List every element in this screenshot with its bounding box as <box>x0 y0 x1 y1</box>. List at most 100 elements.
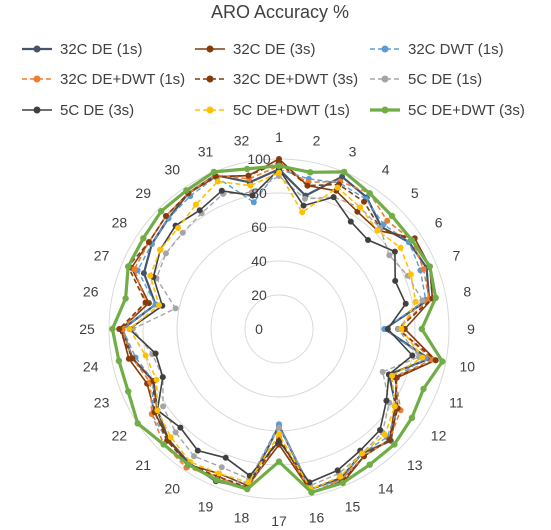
data-point <box>339 173 346 180</box>
data-point <box>419 354 426 361</box>
data-point <box>129 355 136 362</box>
category-label: 3 <box>349 144 357 160</box>
data-point <box>374 227 381 234</box>
legend-marker <box>381 75 389 83</box>
data-point <box>439 358 446 365</box>
data-point <box>196 207 203 214</box>
data-point <box>381 431 388 438</box>
data-point <box>156 302 162 309</box>
data-point <box>158 208 165 215</box>
legend-item: 32C DE+DWT (1s) <box>22 71 185 88</box>
data-point <box>361 198 367 205</box>
data-point <box>218 464 225 471</box>
data-point <box>275 162 283 169</box>
category-label: 22 <box>112 428 128 444</box>
data-point <box>307 169 314 176</box>
data-point <box>194 447 201 454</box>
grid-circle <box>244 294 314 364</box>
grid-circle <box>210 260 348 398</box>
legend-label: 32C DE (3s) <box>233 41 316 58</box>
data-point <box>420 266 427 273</box>
category-label: 14 <box>378 481 394 497</box>
data-point <box>354 208 361 215</box>
data-point <box>245 172 252 179</box>
data-point <box>402 300 409 307</box>
data-point <box>175 225 181 231</box>
data-point <box>142 299 149 306</box>
legend-marker <box>33 106 41 114</box>
category-label: 20 <box>165 481 181 497</box>
category-label: 10 <box>460 359 476 375</box>
data-point <box>126 326 133 332</box>
data-point <box>384 326 391 332</box>
category-label: 4 <box>382 161 390 177</box>
data-point <box>177 424 184 431</box>
data-point <box>212 173 219 180</box>
data-point <box>147 272 154 279</box>
category-label: 17 <box>271 513 287 529</box>
data-point <box>391 441 398 448</box>
data-point <box>192 201 199 208</box>
data-point <box>160 441 167 448</box>
category-label: 27 <box>94 248 110 264</box>
legend-label: 5C DE+DWT (3s) <box>408 102 525 119</box>
data-point <box>409 352 416 359</box>
data-point <box>392 277 399 284</box>
legend-item: 32C DE (3s) <box>195 41 316 58</box>
grid-circle <box>176 226 382 432</box>
legend-marker <box>381 106 389 114</box>
data-point <box>122 295 129 302</box>
radial-tick-label: 20 <box>251 287 267 303</box>
data-point <box>125 388 132 395</box>
data-point <box>153 376 160 383</box>
data-point <box>134 420 141 427</box>
legend-label: 32C DE (1s) <box>60 41 143 58</box>
legend-label: 5C DE (3s) <box>60 102 134 119</box>
data-point <box>167 434 174 441</box>
data-point <box>377 427 383 433</box>
data-point <box>384 217 391 224</box>
category-label: 18 <box>234 509 250 525</box>
data-point <box>160 403 167 410</box>
legend-item: 32C DE (1s) <box>22 41 143 58</box>
data-point <box>365 237 371 243</box>
category-label: 26 <box>83 284 99 300</box>
data-point <box>250 199 257 206</box>
data-point <box>159 374 166 381</box>
legend-label: 32C DE+DWT (3s) <box>233 71 358 88</box>
data-point <box>347 218 354 225</box>
data-point <box>337 473 344 480</box>
category-label: 28 <box>112 214 128 230</box>
legend-item: 32C DE+DWT (3s) <box>195 71 358 88</box>
legend-marker <box>206 75 214 83</box>
legend-label: 32C DE+DWT (1s) <box>60 71 185 88</box>
data-point <box>366 190 373 197</box>
category-label: 19 <box>198 498 214 514</box>
legend: 32C DE (1s) 32C DE (3s) 32C DWT (1s) 32C DE… <box>22 41 525 119</box>
category-label: 1 <box>275 129 283 145</box>
data-point <box>163 213 169 219</box>
data-point <box>140 270 147 277</box>
category-label: 16 <box>309 509 325 525</box>
data-point <box>152 350 159 357</box>
data-point <box>214 178 221 185</box>
category-label: 2 <box>313 133 321 149</box>
legend-marker <box>33 75 41 83</box>
category-label: 13 <box>407 457 423 473</box>
data-point <box>276 169 282 176</box>
data-point <box>131 266 138 273</box>
radial-tick-label: 0 <box>255 321 263 337</box>
grid-circle <box>142 192 416 466</box>
legend-label: 32C DWT (1s) <box>408 41 504 58</box>
legend-item: 5C DE (3s) <box>22 102 134 119</box>
data-point <box>179 229 186 236</box>
category-label: 8 <box>463 284 471 300</box>
data-point <box>339 479 346 487</box>
series-layer <box>109 156 446 496</box>
series-7 <box>126 169 426 493</box>
category-label: 9 <box>467 321 475 337</box>
category-label: 12 <box>431 428 447 444</box>
radial-tick-label: 80 <box>251 185 267 201</box>
category-label: 25 <box>79 321 95 337</box>
